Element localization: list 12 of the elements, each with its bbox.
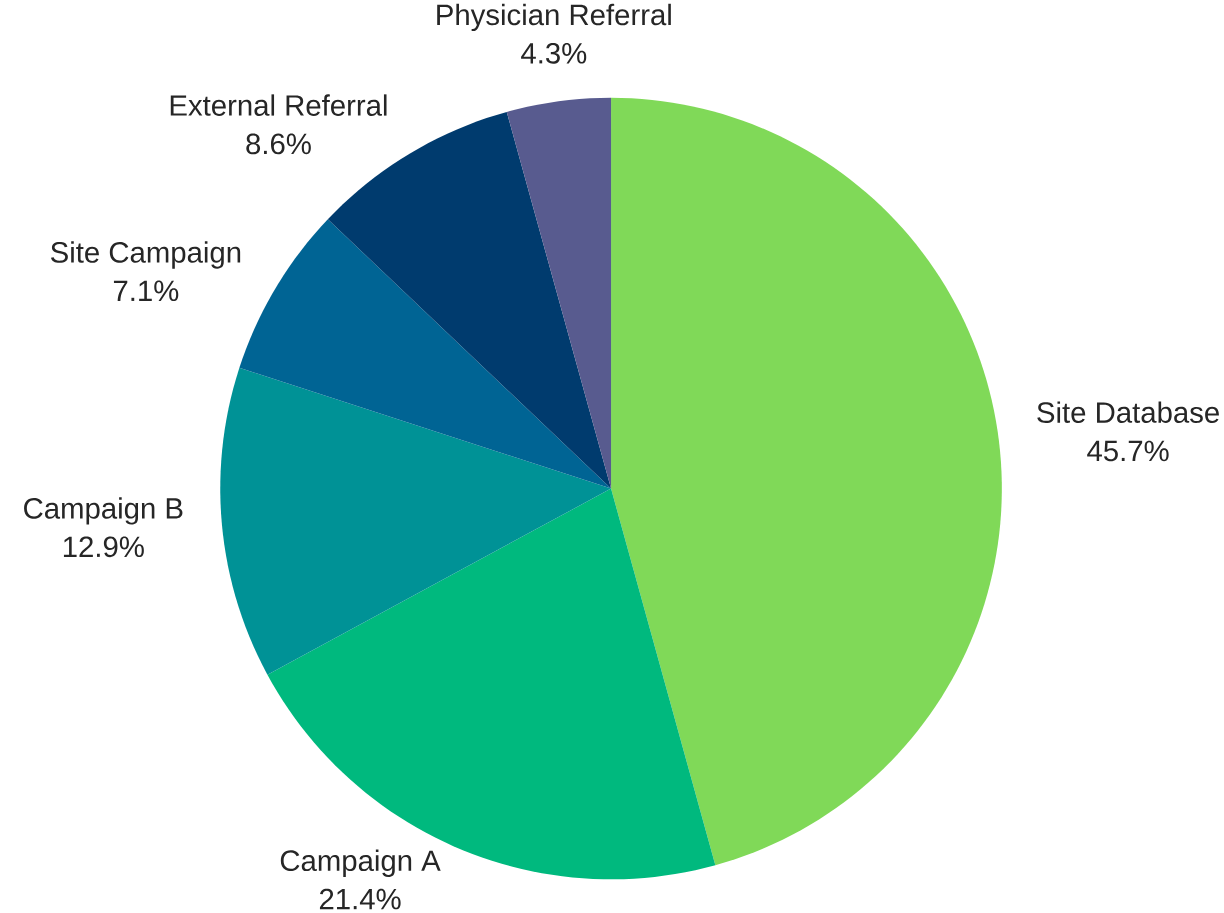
data-label: 7.1%: [113, 280, 179, 302]
slice-label: Physician Referral: [437, 3, 671, 32]
slice-label: Campaign A: [280, 849, 441, 877]
slice-label: Campaign B: [24, 497, 183, 525]
data-label: 12.9%: [63, 536, 144, 558]
data-label: 45.7%: [1087, 440, 1169, 462]
data-label: 4.3%: [521, 42, 587, 64]
slice-label: Site Database: [1037, 401, 1219, 423]
slice-label: External Referral: [170, 94, 387, 116]
data-label: 8.6%: [246, 133, 311, 155]
slice-label: Site Campaign: [50, 241, 241, 269]
data-label: 21.4%: [319, 888, 401, 910]
